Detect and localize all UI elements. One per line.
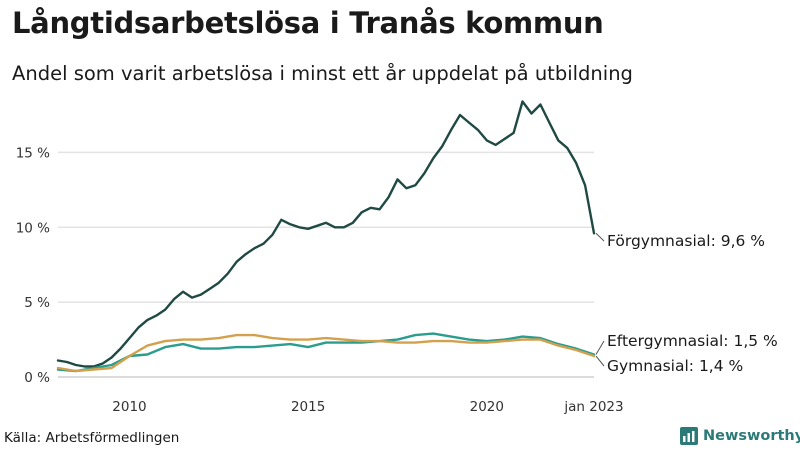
series-line-förgymnasial xyxy=(56,100,596,368)
leader-line-förgymnasial xyxy=(595,232,605,242)
end-label-gymnasial: Gymnasial: 1,4 % xyxy=(607,357,743,375)
y-tick-label: 5 % xyxy=(24,295,50,311)
chart-subtitle: Andel som varit arbetslösa i minst ett å… xyxy=(12,62,633,85)
newsworthy-logo-icon xyxy=(680,427,698,445)
series-line-gymnasial xyxy=(56,333,596,373)
chart-title: Långtidsarbetslösa i Tranås kommun xyxy=(12,6,604,40)
source-note: Källa: Arbetsförmedlingen xyxy=(4,430,180,446)
end-label-förgymnasial: Förgymnasial: 9,6 % xyxy=(607,232,765,250)
x-tick-label: 2020 xyxy=(470,399,504,415)
leader-line-gymnasial xyxy=(595,355,605,367)
brand: Newsworthy xyxy=(680,427,800,445)
series-line-eftergymnasial xyxy=(56,332,596,373)
y-tick-label: 15 % xyxy=(16,145,50,161)
end-label-eftergymnasial: Eftergymnasial: 1,5 % xyxy=(607,332,778,350)
x-tick-label: jan 2023 xyxy=(563,399,623,415)
leader-line-eftergymnasial xyxy=(595,340,605,355)
y-tick-label: 0 % xyxy=(24,370,50,386)
x-tick-label: 2010 xyxy=(112,399,146,415)
x-tick-label: 2015 xyxy=(291,399,325,415)
brand-name: Newsworthy xyxy=(703,428,800,444)
y-tick-label: 10 % xyxy=(16,220,50,236)
